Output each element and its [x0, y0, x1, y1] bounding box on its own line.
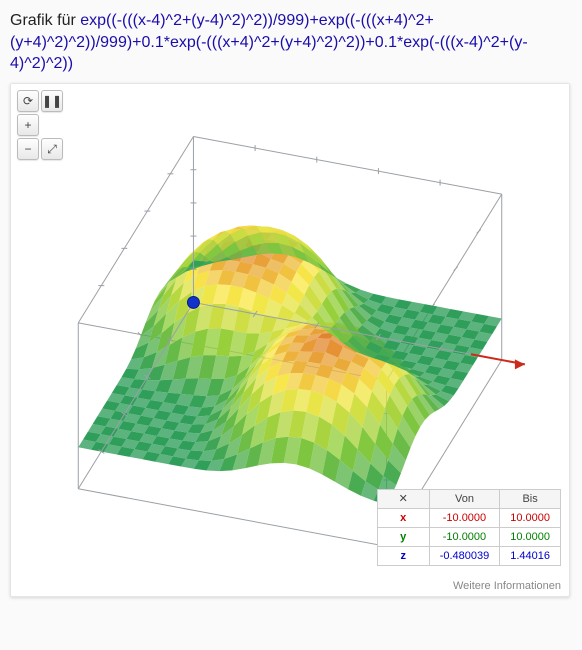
title-formula[interactable]: exp((-(((x-4)^2+(y-4)^2)^2))/999)+exp((-…	[10, 12, 528, 72]
title-prefix: Grafik für	[10, 12, 80, 29]
range-row-y: y -10.0000 10.0000	[377, 527, 560, 546]
more-info-link[interactable]: Weitere Informationen	[11, 574, 569, 596]
range-header-row: ✕ Von Bis	[377, 489, 560, 508]
plot-title: Grafik für exp((-(((x-4)^2+(y-4)^2)^2))/…	[10, 10, 572, 75]
zoom-in-button[interactable]: +	[17, 114, 39, 136]
range-y-from[interactable]: -10.0000	[429, 527, 500, 546]
range-hdr-to: Bis	[500, 489, 561, 508]
range-x-to[interactable]: 10.0000	[500, 508, 561, 527]
range-hdr-from: Von	[429, 489, 500, 508]
axis-range-panel: ✕ Von Bis x -10.0000 10.0000 y -10.0000 …	[377, 489, 561, 566]
axis-label-x: x	[377, 508, 429, 527]
pause-button[interactable]: ❚❚	[41, 90, 63, 112]
range-z-from[interactable]: -0.480039	[429, 546, 500, 565]
axis-label-y: y	[377, 527, 429, 546]
axis-range-table: ✕ Von Bis x -10.0000 10.0000 y -10.0000 …	[377, 489, 561, 566]
plot-controls: ⟳ ❚❚ + − ⤢	[17, 90, 63, 162]
range-y-to[interactable]: 10.0000	[500, 527, 561, 546]
range-z-to[interactable]: 1.44016	[500, 546, 561, 565]
range-row-z: z -0.480039 1.44016	[377, 546, 560, 565]
axis-label-z: z	[377, 546, 429, 565]
reset-view-button[interactable]: ⤢	[41, 138, 63, 160]
range-x-from[interactable]: -10.0000	[429, 508, 500, 527]
zoom-out-button[interactable]: −	[17, 138, 39, 160]
plot-card: ⟳ ❚❚ + − ⤢ ✕ Von Bis x -10.0000	[10, 83, 570, 597]
plot-area[interactable]: ⟳ ❚❚ + − ⤢ ✕ Von Bis x -10.0000	[11, 84, 569, 574]
range-close-icon[interactable]: ✕	[377, 489, 429, 508]
range-row-x: x -10.0000 10.0000	[377, 508, 560, 527]
rotate-button[interactable]: ⟳	[17, 90, 39, 112]
